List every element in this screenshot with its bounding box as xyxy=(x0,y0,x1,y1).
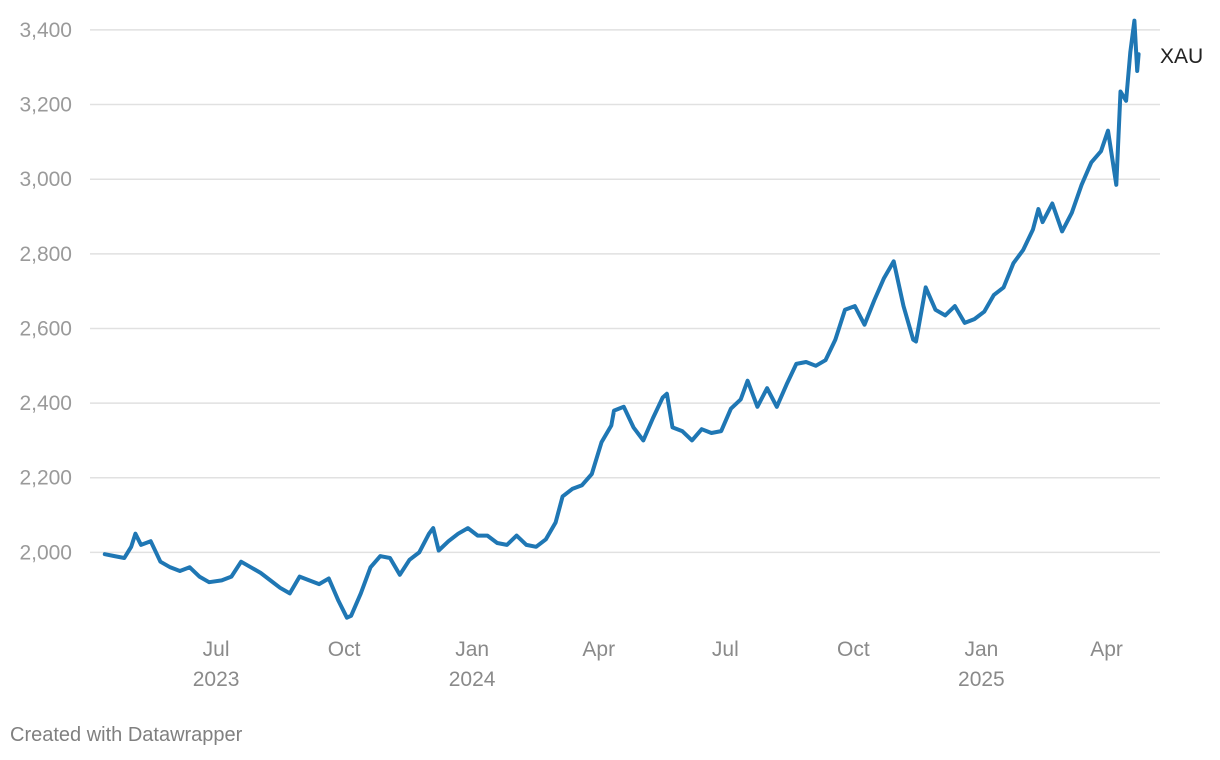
y-tick-label: 2,400 xyxy=(19,392,72,415)
y-tick-label: 2,800 xyxy=(19,243,72,266)
footer-credit: Created with Datawrapper xyxy=(10,724,243,746)
y-axis: 2,000 2,200 2,400 2,600 2,800 3,000 3,200 3,400 xyxy=(19,19,72,564)
x-tick-year-label: 2024 xyxy=(449,668,496,691)
series-line-xau xyxy=(102,18,1141,620)
y-tick-label: 2,600 xyxy=(19,317,72,340)
x-tick-label: Jan xyxy=(964,638,998,661)
y-tick-label: 2,200 xyxy=(19,467,72,490)
x-tick-label: Oct xyxy=(837,638,870,661)
y-tick-label: 2,000 xyxy=(19,541,72,564)
plot-area xyxy=(102,18,1141,620)
x-tick-label: Jul xyxy=(712,638,739,661)
grid-lines xyxy=(90,29,1160,554)
x-tick-label: Jul xyxy=(203,638,230,661)
x-tick-label: Apr xyxy=(1090,638,1123,661)
x-tick-year-label: 2023 xyxy=(193,668,240,691)
x-tick-year-label: 2025 xyxy=(958,668,1005,691)
x-axis: Jul 2023 Oct Jan 2024 Apr Jul Oct Jan 2025 Apr xyxy=(193,638,1123,691)
x-tick-label: Apr xyxy=(582,638,615,661)
series-label-xau: XAU xyxy=(1160,45,1203,68)
x-tick-label: Oct xyxy=(328,638,361,661)
y-tick-label: 3,000 xyxy=(19,168,72,191)
y-tick-label: 3,400 xyxy=(19,19,72,42)
x-tick-label: Jan xyxy=(455,638,489,661)
y-tick-label: 3,200 xyxy=(19,94,72,117)
